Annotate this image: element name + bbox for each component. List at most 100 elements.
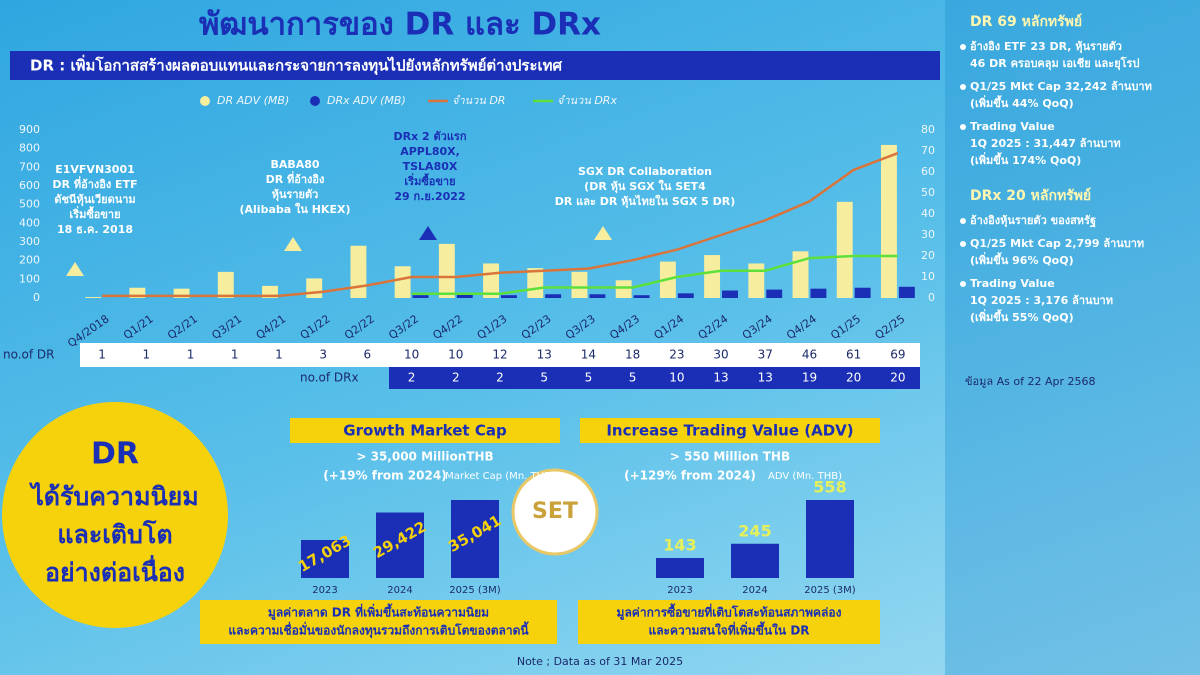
- bar: [810, 288, 827, 298]
- table-cell: 23: [669, 348, 684, 362]
- bar: [615, 280, 632, 298]
- x-tick-label: 2024: [387, 585, 412, 596]
- bar: [350, 245, 367, 298]
- annotation: SGX DR Collaboration: [578, 165, 712, 178]
- line: [411, 254, 898, 296]
- bar: [880, 144, 897, 298]
- annotation-marker: [66, 262, 84, 276]
- sidebar-text: 46 DR ครอบคลุม เอเชีย และยุโรป: [970, 56, 1139, 71]
- banner-text: DR : เพิ่มโอกาสสร้างผลตอบแทนและกระจายการ…: [30, 55, 563, 76]
- bar: [836, 201, 853, 298]
- x-tick-label: Q3/22: [386, 312, 421, 342]
- x-tick-label: Q2/22: [342, 312, 377, 342]
- table-cell: 46: [802, 348, 817, 362]
- bar: [301, 540, 349, 578]
- annotation-marker: [594, 226, 612, 240]
- y-tick-label: 400: [19, 216, 40, 229]
- bar: [129, 287, 146, 298]
- bullet: [960, 281, 966, 287]
- bullet: [960, 124, 966, 130]
- sidebar-text: อ้างอิง ETF 23 DR, หุ้นรายตัว: [970, 40, 1122, 54]
- x-tick-label: Q1/22: [298, 312, 333, 342]
- y-tick-label: 700: [19, 160, 40, 173]
- bullet: [960, 44, 966, 50]
- bar: [412, 295, 429, 298]
- bullet: [960, 84, 966, 90]
- table-cell: 1: [187, 348, 195, 362]
- x-tick-label: Q1/23: [475, 312, 510, 342]
- table-cell: 1: [142, 348, 150, 362]
- source: ข้อมูล As of 22 Apr 2568: [965, 375, 1095, 388]
- caption-box: [200, 600, 557, 644]
- highlight-text: อย่างต่อเนื่อง: [45, 555, 185, 587]
- x-tick-label: 2024: [742, 585, 767, 596]
- table-cell: 1: [98, 348, 106, 362]
- x-tick-label: 2023: [312, 585, 337, 596]
- table-cell: 37: [758, 348, 773, 362]
- bar: [438, 243, 455, 298]
- table-cell: 13: [537, 348, 552, 362]
- y-tick-label: 600: [19, 179, 40, 192]
- sidebar-text: อ้างอิงหุ้นรายตัว ของสหรัฐ: [970, 214, 1096, 228]
- y-tick-label: 0: [33, 291, 40, 304]
- sidebar-text: 1Q 2025 : 31,447 ล้านบาท: [970, 137, 1121, 150]
- bar: [571, 271, 588, 298]
- annotation: DR ที่อ้างอิง ETF: [52, 176, 137, 191]
- x-tick-label: Q3/21: [209, 312, 244, 342]
- table-cell: 5: [629, 371, 637, 385]
- sidebar-text: 1Q 2025 : 3,176 ล้านบาท: [970, 294, 1113, 307]
- drx-row-bg: [389, 367, 920, 389]
- panel-note: (+19% from 2024): [323, 469, 446, 483]
- y2-tick-label: 30: [921, 228, 935, 241]
- y2-tick-label: 60: [921, 165, 935, 178]
- table-cell: 19: [802, 371, 817, 385]
- x-tick-label: Q2/23: [519, 312, 554, 342]
- panel-header: [580, 418, 880, 443]
- drx-row-label: no.of DRx: [300, 371, 359, 385]
- table-cell: 1: [231, 348, 239, 362]
- bar: [589, 294, 606, 298]
- panel-unit: ADV (Mn. THB): [768, 471, 842, 482]
- logo-text: SET: [532, 499, 578, 524]
- table-cell: 5: [540, 371, 548, 385]
- sidebar-title: DR 69 หลักทรัพย์: [970, 13, 1082, 30]
- sidebar-text: (เพิ่มขึ้น 96% QoQ): [970, 252, 1074, 267]
- annotation: เริ่มซื้อขาย: [69, 206, 120, 221]
- x-tick-label: Q4/24: [784, 312, 819, 342]
- annotation: (DR หุ้น SGX ใน SET4: [584, 179, 706, 194]
- bar: [731, 543, 779, 578]
- bar: [306, 278, 323, 298]
- annotation: DR ที่อ้างอิง: [266, 171, 325, 186]
- bar: [633, 295, 650, 298]
- highlight-text: ได้รับความนิยม: [28, 481, 199, 511]
- sidebar-text: Q1/25 Mkt Cap 32,242 ล้านบาท: [970, 80, 1152, 93]
- bar: [722, 290, 738, 298]
- bar: [806, 500, 854, 578]
- y2-tick-label: 80: [921, 123, 935, 136]
- dr-row-bg: [80, 343, 920, 367]
- table-cell: 14: [581, 348, 596, 362]
- table-cell: 2: [496, 371, 504, 385]
- y2-tick-label: 70: [921, 144, 935, 157]
- y2-tick-label: 10: [921, 270, 935, 283]
- annotation: หุ้นรายตัว: [272, 188, 319, 202]
- dr-row-label: no.of DR: [3, 348, 55, 362]
- annotation: TSLA80X: [403, 160, 458, 173]
- panel-subtitle: > 550 Million THB: [670, 450, 790, 464]
- table-cell: 69: [890, 348, 905, 362]
- sidebar-text: (เพิ่มขึ้น 55% QoQ): [970, 309, 1074, 324]
- bar: [451, 500, 499, 578]
- x-tick-label: Q1/24: [651, 312, 686, 342]
- bar: [85, 297, 102, 298]
- y-tick-label: 800: [19, 142, 40, 155]
- table-cell: 1: [275, 348, 283, 362]
- table-cell: 2: [452, 371, 460, 385]
- table-cell: 18: [625, 348, 640, 362]
- panel-title: Growth Market Cap: [343, 422, 507, 440]
- annotation: 29 ก.ย.2022: [394, 190, 465, 203]
- x-tick-label: Q2/25: [873, 312, 908, 342]
- banner: [10, 51, 940, 80]
- table-cell: 10: [669, 371, 684, 385]
- bar: [394, 266, 411, 298]
